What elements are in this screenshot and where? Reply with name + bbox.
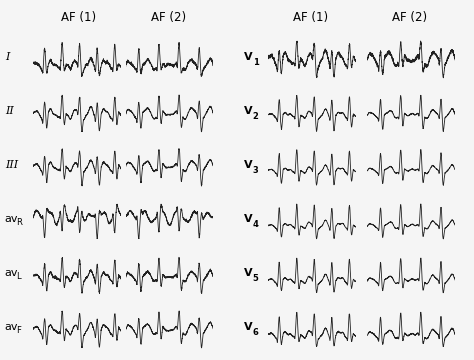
Text: L: L xyxy=(17,272,21,281)
Text: AF (2): AF (2) xyxy=(392,11,428,24)
Text: I: I xyxy=(5,52,9,62)
Text: V: V xyxy=(244,52,253,62)
Text: V: V xyxy=(244,160,253,170)
Text: V: V xyxy=(244,214,253,224)
Text: R: R xyxy=(17,218,22,227)
Text: V: V xyxy=(244,268,253,278)
Text: AF (1): AF (1) xyxy=(293,11,328,24)
Text: V: V xyxy=(244,106,253,116)
Text: 5: 5 xyxy=(253,274,258,283)
Text: 3: 3 xyxy=(253,166,258,175)
Text: 2: 2 xyxy=(253,112,258,121)
Text: AF (1): AF (1) xyxy=(61,11,96,24)
Text: av: av xyxy=(5,214,18,224)
Text: av: av xyxy=(5,322,18,332)
Text: 1: 1 xyxy=(253,58,258,67)
Text: 4: 4 xyxy=(253,220,258,229)
Text: II: II xyxy=(5,106,13,116)
Text: V: V xyxy=(244,322,253,332)
Text: 6: 6 xyxy=(253,328,258,337)
Text: av: av xyxy=(5,268,18,278)
Text: AF (2): AF (2) xyxy=(151,11,186,24)
Text: F: F xyxy=(17,326,21,335)
Text: III: III xyxy=(5,160,18,170)
